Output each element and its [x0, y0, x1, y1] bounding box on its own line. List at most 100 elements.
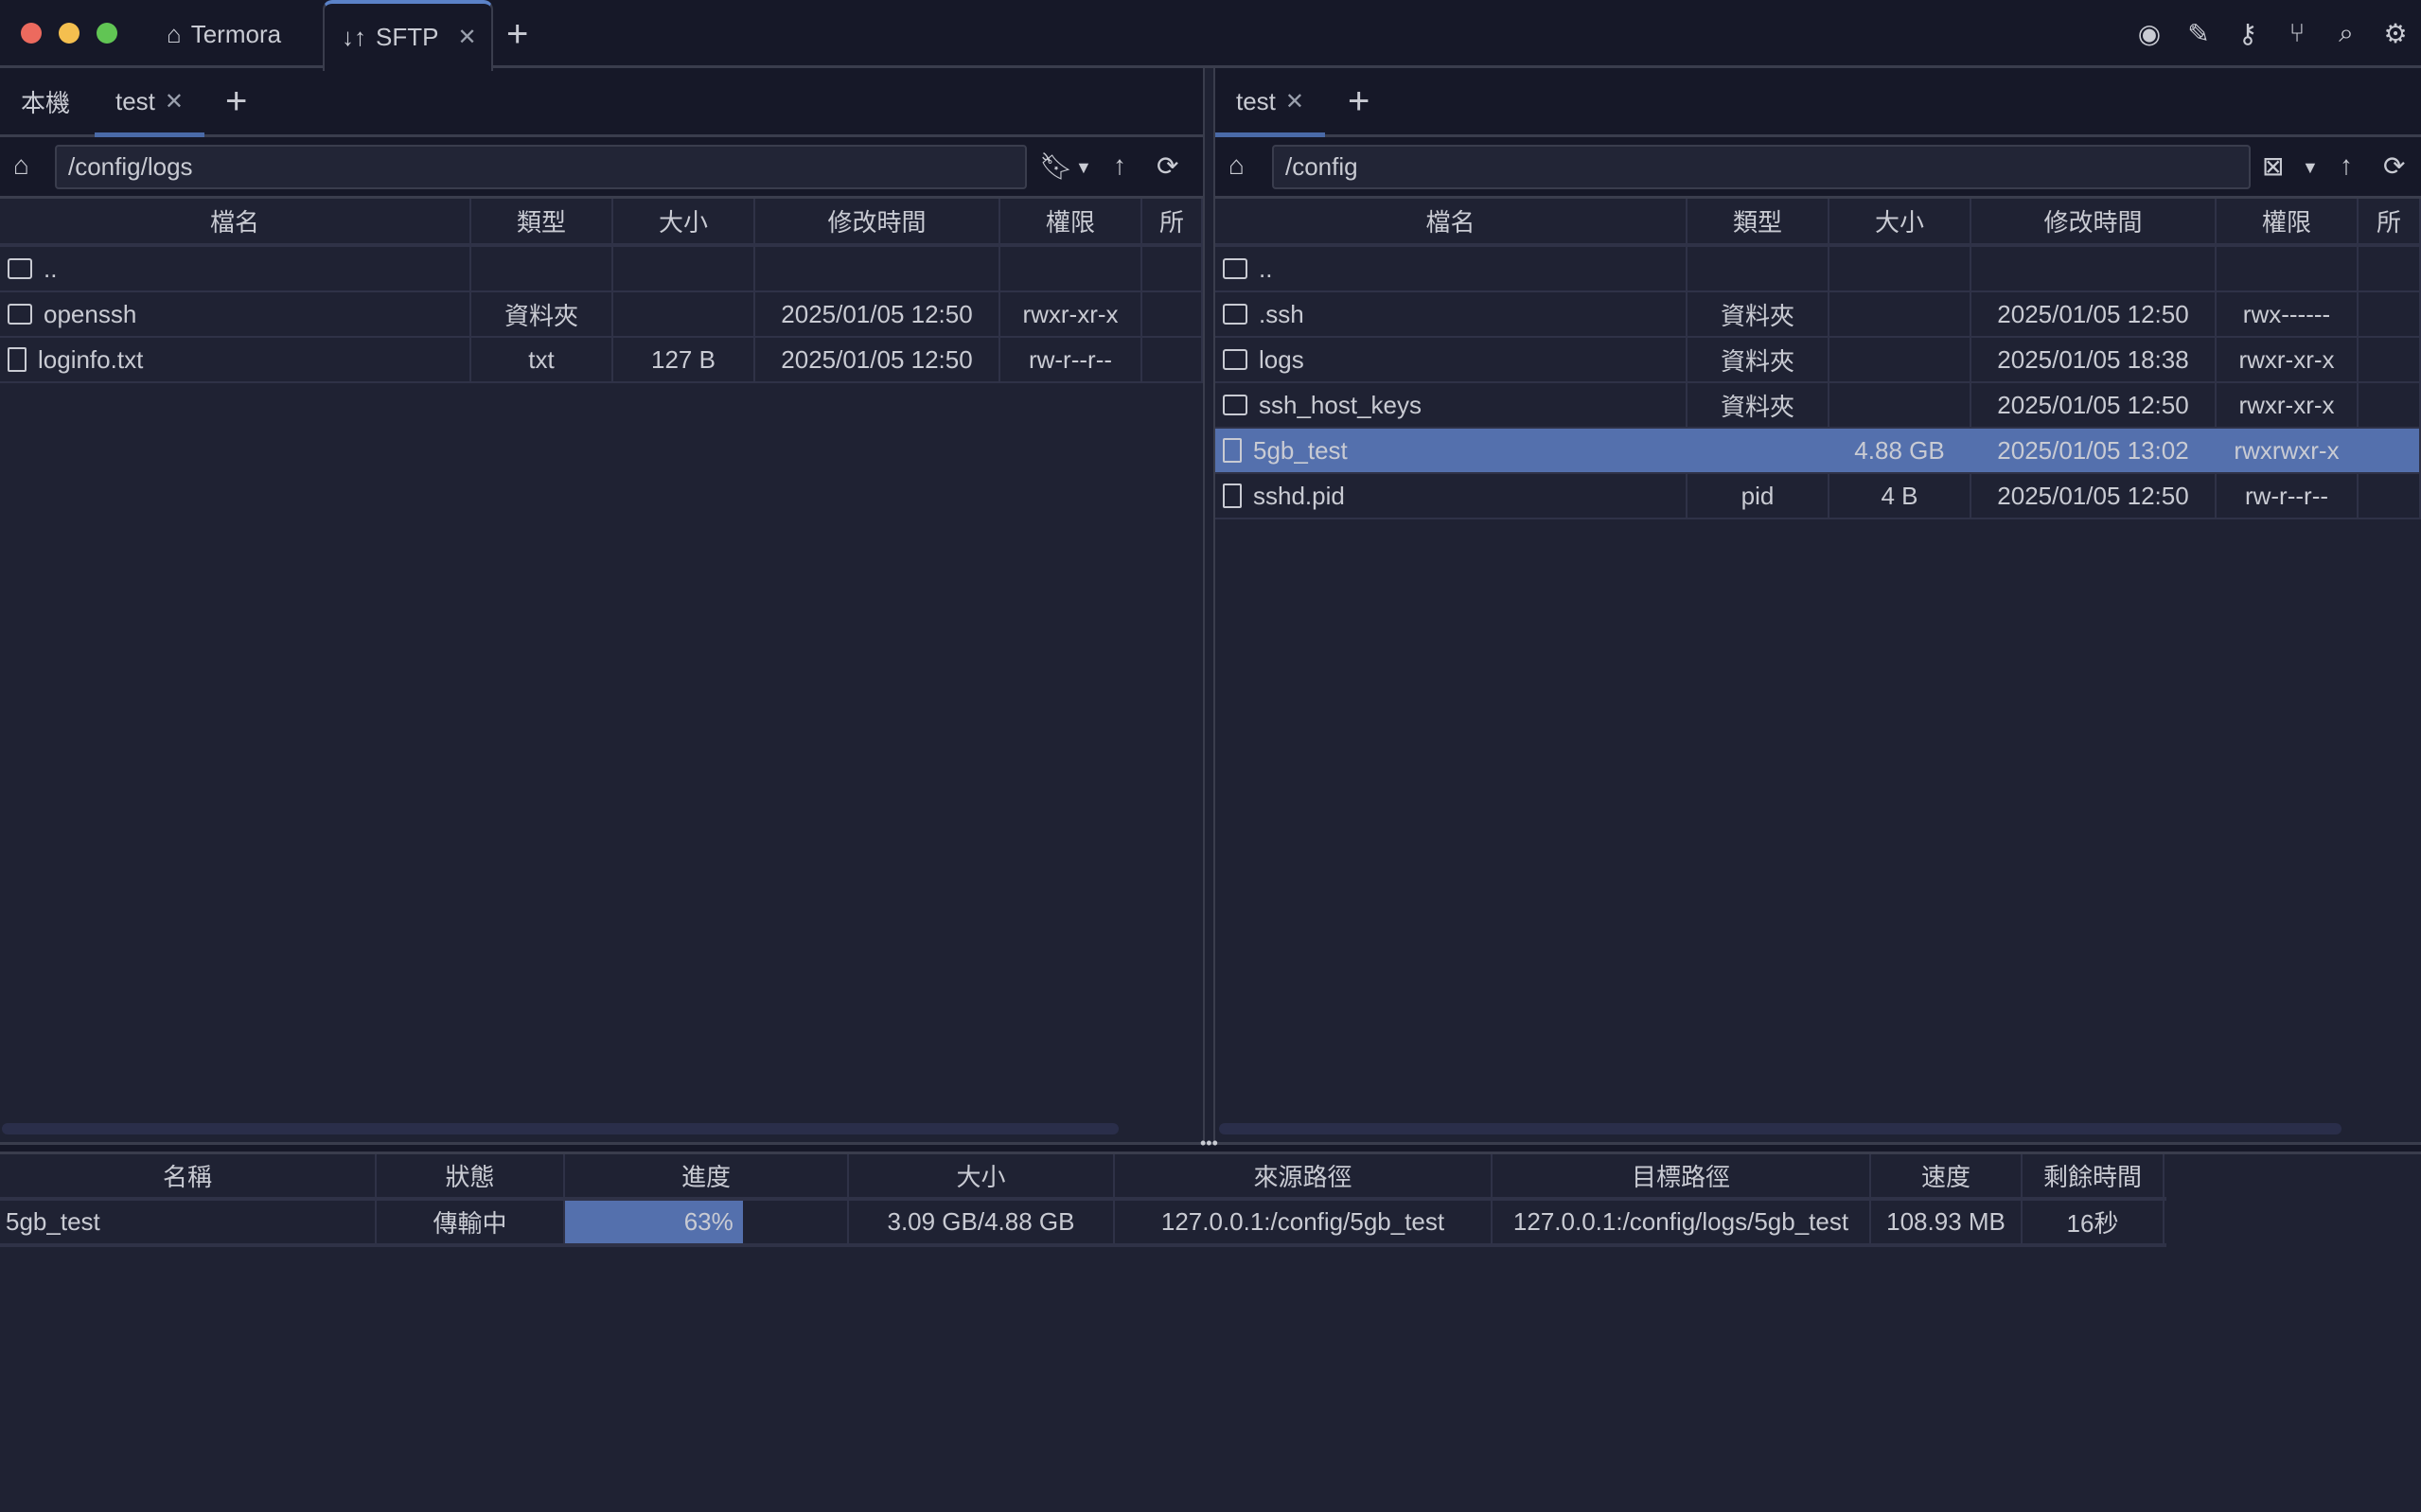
header-type[interactable]: 類型 [1688, 199, 1829, 243]
table-row[interactable]: .. [1215, 247, 2421, 292]
cell-type [471, 247, 613, 290]
transfer-header-cell[interactable]: 來源路徑 [1115, 1154, 1493, 1197]
horizontal-scrollbar[interactable] [2, 1123, 1119, 1134]
horizontal-scrollbar[interactable] [1219, 1123, 2341, 1134]
new-tab-button[interactable]: + [225, 68, 247, 134]
header-mtime[interactable]: 修改時間 [1971, 199, 2217, 243]
bookmark-dropdown-icon[interactable]: ▼ [2302, 158, 2319, 177]
transfer-row[interactable]: 5gb_test 傳輸中 63% 3.09 GB/4.88 GB 127.0.0.1:/… [0, 1201, 2166, 1247]
cell-size [1829, 247, 1971, 290]
header-owner[interactable]: 所 [1142, 199, 1203, 243]
minimize-window-button[interactable] [59, 23, 80, 44]
home-icon[interactable]: ⌂ [1228, 150, 1245, 180]
tab-label: Termora [190, 19, 282, 48]
table-row[interactable]: 5gb_test 4.88 GB 2025/01/05 13:02 rwxrwxr-x [1215, 429, 2421, 474]
transfer-header-cell[interactable]: 大小 [849, 1154, 1115, 1197]
transfer-header-cell[interactable]: 剩餘時間 [2023, 1154, 2165, 1197]
plus-icon: + [1348, 79, 1370, 122]
maximize-window-button[interactable] [97, 23, 117, 44]
bookmark-off-icon[interactable]: ⊠ [2262, 151, 2285, 181]
cell-size: 127 B [613, 338, 755, 381]
branch-icon[interactable]: ⑂ [2288, 18, 2306, 47]
header-name[interactable]: 檔名 [1215, 199, 1688, 243]
header-type-label: 類型 [516, 208, 566, 237]
cell-text: loginfo.txt [38, 344, 144, 374]
file-table: 檔名 類型 大小 修改時間 權限 所.. .ssh 資料夾 2025/01/05 12:50 rw… [1215, 199, 2421, 519]
tab-test[interactable]: test ✕ [1215, 68, 1326, 137]
cell-text: 127.0.0.1:/config/5gb_test [1160, 1207, 1445, 1236]
table-row[interactable]: .. [0, 247, 1203, 292]
bottom-splitter[interactable]: ••• [0, 1134, 2421, 1154]
cell-perm: rwxr-xr-x [1000, 292, 1142, 336]
header-type-label: 類型 [1732, 208, 1782, 237]
header-name[interactable]: 檔名 [0, 199, 471, 243]
path-input[interactable]: /config [1272, 145, 2251, 189]
tab-local[interactable]: 本機 [21, 68, 70, 134]
up-directory-icon[interactable]: ↑ [1113, 150, 1126, 180]
table-row[interactable]: logs 資料夾 2025/01/05 18:38 rwxr-xr-x [1215, 338, 2421, 383]
up-directory-icon[interactable]: ↑ [2340, 150, 2353, 180]
cell-speed: 108.93 MB [1871, 1201, 2023, 1243]
transfer-header-cell[interactable]: 速度 [1871, 1154, 2023, 1197]
header-owner-label: 所 [1158, 208, 1184, 237]
header-size[interactable]: 大小 [613, 199, 755, 243]
path-input[interactable]: /config/logs [55, 145, 1027, 189]
drag-handle-icon[interactable]: ••• [1200, 1134, 1218, 1152]
cell-text: .. [44, 254, 58, 283]
cell-size [613, 292, 755, 336]
header-permissions[interactable]: 權限 [2217, 199, 2359, 243]
cell-size [1829, 383, 1971, 427]
cell-name: 5gb_test [1215, 429, 1688, 472]
header-owner[interactable]: 所 [2359, 199, 2421, 243]
tab-label: 本機 [21, 88, 71, 117]
tab-test[interactable]: test ✕ [95, 68, 205, 137]
gear-icon[interactable]: ⚙ [2383, 18, 2408, 48]
close-window-button[interactable] [21, 23, 42, 44]
cell-type: txt [471, 338, 613, 381]
record-icon[interactable]: ◉ [2137, 18, 2162, 48]
new-tab-button[interactable]: + [1348, 68, 1370, 134]
header-size[interactable]: 大小 [1829, 199, 1971, 243]
table-row[interactable]: sshd.pid pid 4 B 2025/01/05 12:50 rw-r--r-- [1215, 474, 2421, 519]
cell-text: 127.0.0.1:/config/logs/5gb_test [1512, 1207, 1849, 1236]
header-permissions[interactable]: 權限 [1000, 199, 1142, 243]
cell-owner [2359, 474, 2421, 518]
title-bar: ⌂ Termora ↓↑ SFTP ✕ + ◉ ✎ ⚷ ⑂ ⌕ ⚙ [0, 0, 2421, 71]
cell-perm [2217, 247, 2359, 290]
header-permissions-label: 權限 [1045, 208, 1095, 237]
header-type[interactable]: 類型 [471, 199, 613, 243]
tab-sftp[interactable]: ↓↑ SFTP ✕ [323, 0, 493, 71]
table-row[interactable]: openssh 資料夾 2025/01/05 12:50 rwxr-xr-x [0, 292, 1203, 338]
transfer-header-cell[interactable]: 進度 [565, 1154, 849, 1197]
transfer-header-cell[interactable]: 狀態 [377, 1154, 565, 1197]
folder-icon [1223, 395, 1247, 415]
new-tab-button[interactable]: + [506, 0, 528, 68]
transfer-header-cell[interactable]: 目標路徑 [1493, 1154, 1871, 1197]
table-row[interactable]: loginfo.txt txt 127 B 2025/01/05 12:50 rw-r-… [0, 338, 1203, 383]
pane-divider[interactable] [1203, 68, 1215, 1142]
table-row[interactable]: .ssh 資料夾 2025/01/05 12:50 rwx------ [1215, 292, 2421, 338]
table-header: 檔名 類型 大小 修改時間 權限 所 [0, 199, 1203, 247]
bookmark-icon[interactable]: 🔖︎ [1039, 151, 1073, 181]
pencil-icon[interactable]: ✎ [2187, 18, 2210, 48]
close-tab-icon[interactable]: ✕ [457, 25, 477, 50]
cell-size: 4 B [1829, 474, 1971, 518]
transfer-header-cell[interactable]: 名稱 [0, 1154, 377, 1197]
close-tab-icon[interactable]: ✕ [164, 88, 185, 114]
cell-text: 2025/01/05 18:38 [1997, 344, 2189, 374]
close-tab-icon[interactable]: ✕ [1284, 88, 1305, 114]
search-icon[interactable]: ⌕ [2339, 17, 2354, 47]
cell-name: .ssh [1215, 292, 1688, 336]
key-icon[interactable]: ⚷ [2237, 18, 2258, 48]
cell-type: 資料夾 [1688, 338, 1829, 381]
header-mtime[interactable]: 修改時間 [755, 199, 1000, 243]
bookmark-dropdown-icon[interactable]: ▼ [1075, 158, 1092, 177]
header-label: 速度 [1920, 1163, 1970, 1191]
cell-text: openssh [44, 299, 137, 328]
tab-termora[interactable]: ⌂ Termora [167, 0, 281, 68]
home-icon[interactable]: ⌂ [13, 150, 29, 180]
transfer-header: 名稱 狀態 進度 大小 來源路徑 目標路徑 速度 剩餘時間 [0, 1154, 2166, 1201]
table-row[interactable]: ssh_host_keys 資料夾 2025/01/05 12:50 rwxr-xr-… [1215, 383, 2421, 429]
refresh-icon[interactable]: ⟳ [2383, 151, 2406, 181]
refresh-icon[interactable]: ⟳ [1157, 151, 1179, 181]
